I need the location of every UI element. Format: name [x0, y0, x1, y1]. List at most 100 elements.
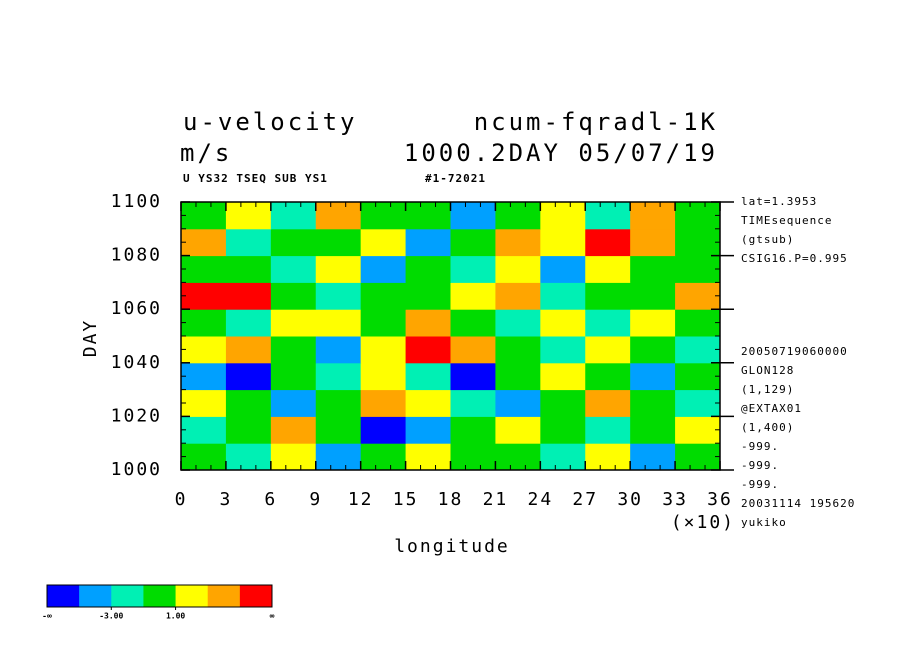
heat-cell — [360, 309, 407, 337]
x-tick-label: 3 — [219, 489, 232, 510]
heat-cell — [225, 309, 272, 337]
heat-cell — [360, 443, 407, 471]
heat-cell — [181, 309, 227, 337]
heat-cell — [540, 443, 586, 471]
heat-cell — [585, 255, 631, 283]
heat-cell — [315, 362, 362, 391]
heat-cell — [675, 443, 721, 471]
heat-cell — [181, 416, 227, 444]
heat-cell — [675, 336, 721, 364]
heat-cell — [495, 389, 541, 417]
colorbar-box — [47, 585, 80, 607]
x-multiplier: (×10) — [671, 512, 735, 533]
x-tick-label: 18 — [438, 489, 464, 510]
colorbar-box — [79, 585, 112, 607]
heat-cell — [450, 202, 496, 230]
heat-cell — [630, 336, 676, 364]
x-tick-label: 12 — [348, 489, 374, 510]
heat-cell — [495, 228, 541, 257]
heat-cell — [450, 309, 496, 337]
heat-cell — [540, 336, 586, 364]
heat-cell — [675, 362, 721, 391]
heat-cell — [315, 255, 362, 283]
heat-cell — [225, 336, 272, 364]
heat-cell — [585, 362, 631, 391]
y-axis-label: DAY — [80, 319, 101, 358]
time-info: 1000.2DAY 05/07/19 — [404, 139, 718, 167]
heat-cell — [405, 389, 451, 417]
colorbar-box — [207, 585, 241, 607]
x-tick-label: 0 — [175, 489, 188, 510]
heat-cell — [630, 416, 676, 444]
heat-cell — [181, 362, 227, 391]
heat-cell — [270, 202, 317, 230]
heat-cell — [360, 228, 407, 257]
heat-cell — [540, 362, 586, 391]
heat-cell — [225, 389, 272, 417]
heat-cell — [270, 228, 317, 257]
heat-cell — [225, 443, 272, 471]
colorbar-label: 1.00 — [166, 612, 185, 621]
heat-cell — [540, 282, 586, 310]
x-tick-label: 24 — [527, 489, 553, 510]
heat-cell — [315, 202, 362, 230]
side-info: TIMEsequence — [741, 214, 832, 227]
heat-cell — [225, 255, 272, 283]
heat-cell — [585, 416, 631, 444]
heat-cell — [315, 443, 362, 471]
heat-cell — [540, 416, 586, 444]
y-tick-label: 1100 — [111, 191, 162, 212]
heat-cell — [630, 202, 676, 230]
heat-cell — [450, 389, 496, 417]
heat-cell — [360, 389, 407, 417]
heat-cell — [630, 255, 676, 283]
heat-cell — [225, 202, 272, 230]
heat-cell — [270, 255, 317, 283]
colorbar-box — [143, 585, 177, 607]
heat-cell — [360, 282, 407, 310]
heat-cell — [495, 255, 541, 283]
x-tick-label: 33 — [662, 489, 688, 510]
heat-cell — [540, 255, 586, 283]
heat-cell — [675, 282, 721, 310]
heat-cell — [585, 309, 631, 337]
heat-cell — [315, 389, 362, 417]
heat-cell — [495, 362, 541, 391]
heat-cell — [405, 255, 451, 283]
x-tick-label: 6 — [264, 489, 277, 510]
x-tick-label: 21 — [483, 489, 509, 510]
heat-cell — [315, 309, 362, 337]
heat-cell — [630, 443, 676, 471]
colorbar-box — [239, 585, 273, 607]
heat-cell — [585, 228, 631, 257]
heat-cell — [630, 362, 676, 391]
x-tick-label: 30 — [617, 489, 643, 510]
heat-cell — [225, 416, 272, 444]
heat-cell — [450, 416, 496, 444]
heat-cell — [540, 202, 586, 230]
heat-cell — [181, 228, 227, 257]
heat-cell — [225, 282, 272, 310]
units: m/s — [180, 139, 232, 167]
heat-cell — [405, 282, 451, 310]
y-tick-label: 1080 — [111, 245, 162, 266]
heat-cell — [405, 416, 451, 444]
side-info: (1,400) — [741, 421, 794, 434]
heat-cell — [630, 228, 676, 257]
heat-cell — [495, 282, 541, 310]
heat-cell — [181, 336, 227, 364]
heat-cell — [360, 255, 407, 283]
side-info: 20031114 195620 — [741, 497, 855, 510]
colorbar-label: -3.00 — [99, 612, 123, 621]
side-info: CSIG16.P=0.995 — [741, 252, 848, 265]
colorbar-label: ∞ — [270, 612, 275, 621]
heat-cell — [315, 228, 362, 257]
heat-cell — [675, 416, 721, 444]
heat-cell — [540, 389, 586, 417]
heat-cell — [405, 309, 451, 337]
y-tick-label: 1020 — [111, 405, 162, 426]
heat-cell — [405, 362, 451, 391]
side-info: 20050719060000 — [741, 345, 848, 358]
side-info: -999. — [741, 478, 779, 491]
